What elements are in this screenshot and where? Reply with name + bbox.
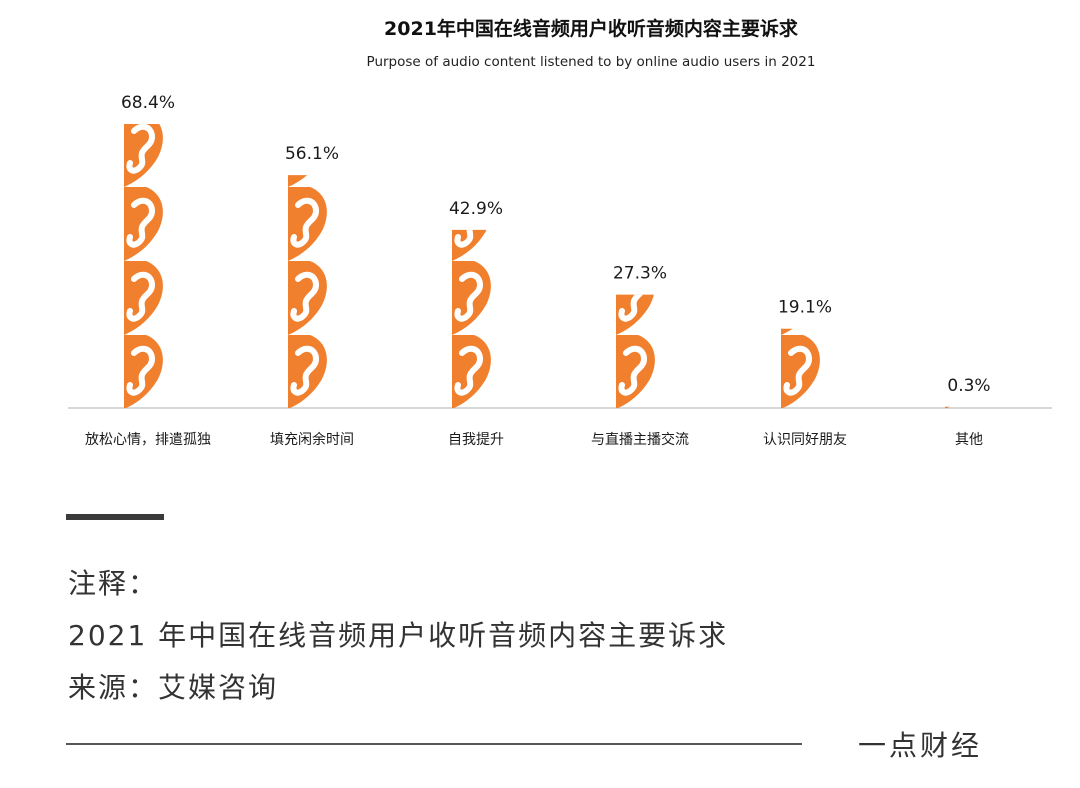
ear-icon (616, 335, 655, 409)
value-label: 42.9% (449, 199, 503, 219)
category-label: 认识同好朋友 (763, 432, 847, 448)
category-label: 与直播主播交流 (591, 431, 689, 448)
note-label: 注释： (68, 567, 159, 600)
ear-icon (781, 335, 820, 409)
category-label: 放松心情，排遣孤独 (85, 432, 211, 448)
bar-2 (452, 187, 491, 409)
note-divider-bar (66, 514, 164, 520)
pictograph-bar-chart: 68.4% 放松心情，排遣孤独 56.1% 填充闲余时间 42.9% 自我提升 27.3% 与… (68, 93, 1052, 448)
chart-subtitle: Purpose of audio content listened to by … (366, 54, 816, 70)
category-label: 填充闲余时间 (270, 431, 354, 448)
note-description: 2021 年中国在线音频用户收听音频内容主要诉求 (68, 619, 729, 652)
ear-icon (452, 261, 491, 335)
ear-icon (288, 261, 327, 335)
ear-icon (288, 187, 327, 261)
ear-icon (124, 335, 163, 409)
ear-icon (124, 187, 163, 261)
brand-name: 一点财经 (858, 729, 983, 762)
bar-4 (781, 261, 820, 409)
chart-title: 2021年中国在线音频用户收听音频内容主要诉求 (384, 18, 798, 40)
bar-5 (945, 335, 984, 409)
value-label: 19.1% (778, 298, 832, 318)
ear-icon (452, 335, 491, 409)
ear-icon (945, 335, 984, 409)
bottom-divider (66, 743, 802, 745)
value-label: 27.3% (613, 264, 667, 284)
category-label: 其他 (955, 432, 983, 448)
value-label: 56.1% (285, 144, 339, 164)
ear-icon (288, 335, 327, 409)
note-source: 来源：艾媒咨询 (68, 671, 279, 704)
ear-icon (124, 261, 163, 335)
bar-0 (124, 113, 163, 409)
value-label: 0.3% (947, 376, 990, 396)
value-label: 68.4% (121, 93, 175, 113)
ear-icon (124, 113, 163, 187)
category-label: 自我提升 (448, 432, 504, 448)
